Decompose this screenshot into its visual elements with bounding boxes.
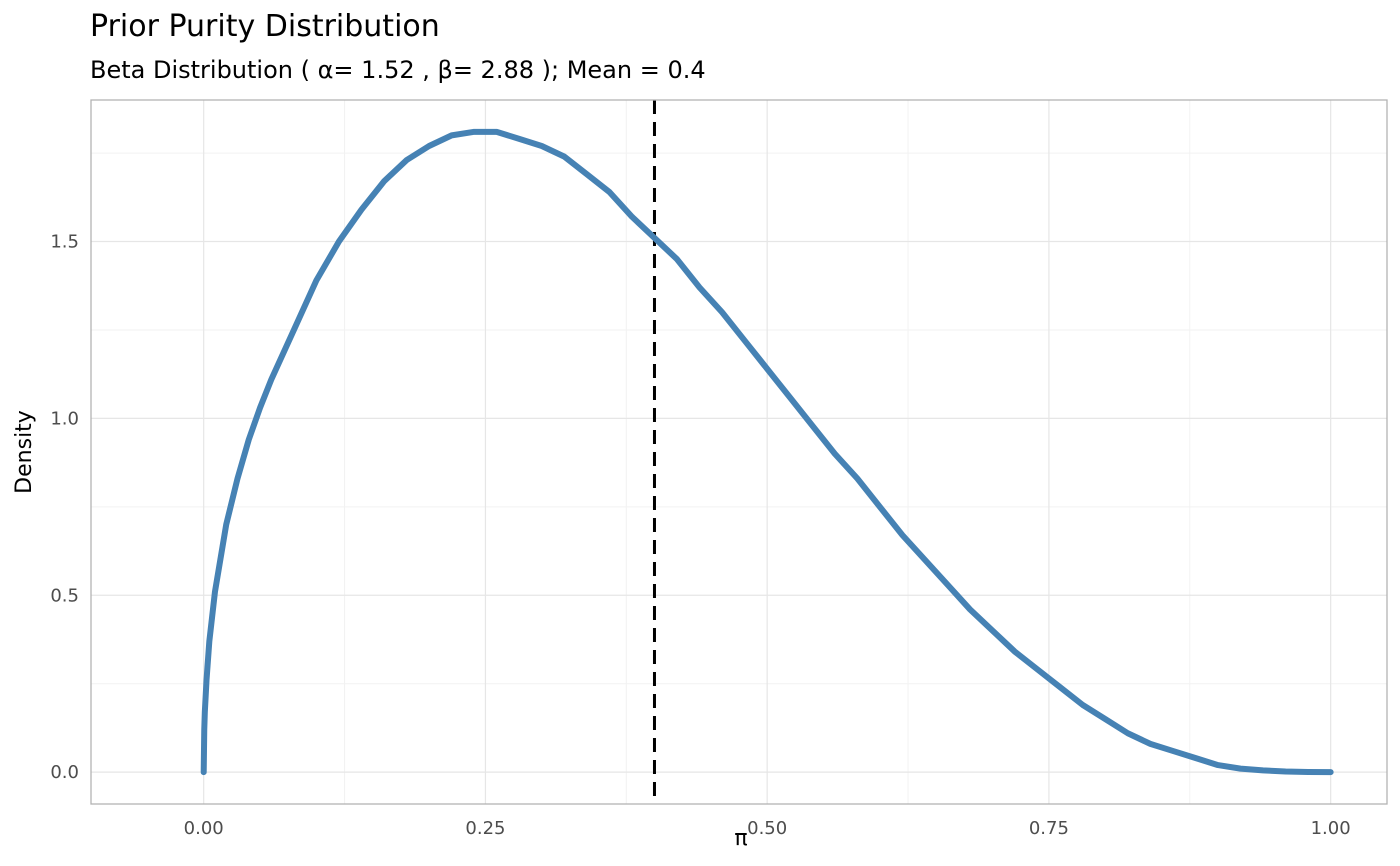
x-axis-title: π [734, 826, 747, 851]
x-tick-label: 0.00 [184, 818, 224, 839]
x-tick-label: 0.25 [465, 818, 505, 839]
y-tick-label: 1.5 [50, 232, 79, 253]
x-tick-label: 1.00 [1311, 818, 1351, 839]
y-tick-label: 1.0 [50, 408, 79, 429]
x-tick-label: 0.50 [747, 818, 787, 839]
chart-title: Prior Purity Distribution [90, 9, 440, 44]
panel-border [90, 99, 1388, 805]
y-tick-labels: 0.0 0.5 1.0 1.5 [50, 232, 79, 784]
chart-subtitle: Beta Distribution ( α= 1.52 , β= 2.88 );… [90, 56, 706, 84]
y-tick-label: 0.0 [50, 762, 79, 783]
x-tick-labels: 0.00 0.25 0.50 0.75 1.00 [184, 818, 1351, 839]
y-tick-label: 0.5 [50, 585, 79, 606]
grid-lines [91, 100, 1387, 804]
y-axis-title: Density [12, 410, 37, 494]
density-curve [200, 128, 1334, 776]
x-tick-label: 0.75 [1029, 818, 1069, 839]
